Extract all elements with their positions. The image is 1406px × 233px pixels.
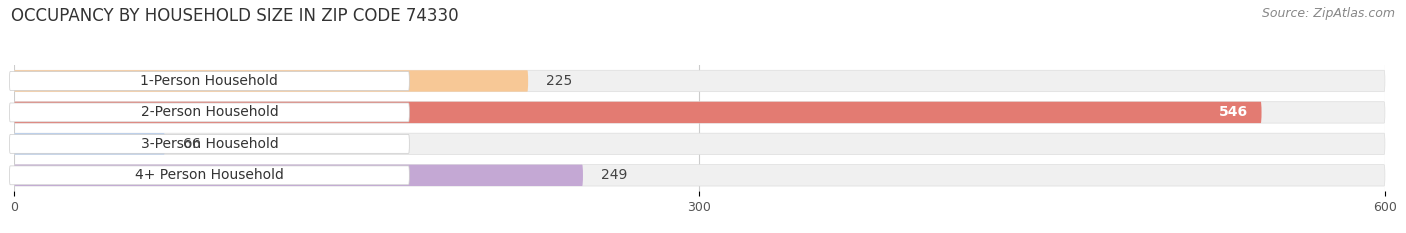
FancyBboxPatch shape [10, 72, 409, 90]
FancyBboxPatch shape [14, 165, 1385, 186]
FancyBboxPatch shape [14, 165, 583, 186]
Text: 3-Person Household: 3-Person Household [141, 137, 278, 151]
Text: 546: 546 [1219, 105, 1249, 120]
FancyBboxPatch shape [14, 102, 1385, 123]
FancyBboxPatch shape [10, 166, 409, 185]
FancyBboxPatch shape [14, 133, 165, 154]
Text: 1-Person Household: 1-Person Household [141, 74, 278, 88]
Text: 66: 66 [183, 137, 201, 151]
FancyBboxPatch shape [14, 70, 529, 92]
Text: 2-Person Household: 2-Person Household [141, 105, 278, 120]
FancyBboxPatch shape [14, 102, 1261, 123]
FancyBboxPatch shape [14, 70, 1385, 92]
FancyBboxPatch shape [14, 133, 1385, 154]
FancyBboxPatch shape [10, 103, 409, 122]
Text: 249: 249 [602, 168, 627, 182]
Text: 225: 225 [547, 74, 572, 88]
Text: Source: ZipAtlas.com: Source: ZipAtlas.com [1261, 7, 1395, 20]
Text: OCCUPANCY BY HOUSEHOLD SIZE IN ZIP CODE 74330: OCCUPANCY BY HOUSEHOLD SIZE IN ZIP CODE … [11, 7, 458, 25]
FancyBboxPatch shape [10, 134, 409, 153]
Text: 4+ Person Household: 4+ Person Household [135, 168, 284, 182]
